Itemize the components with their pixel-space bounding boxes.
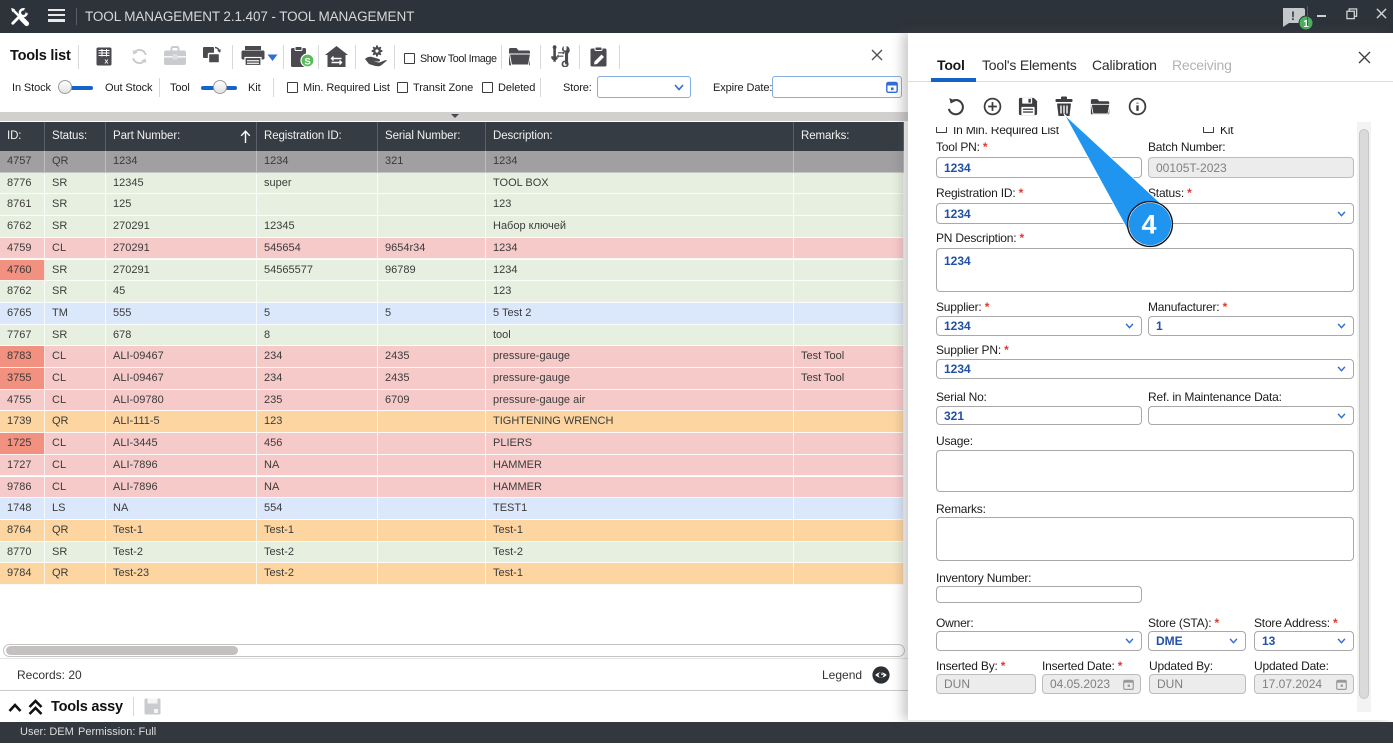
svg-text:!: ! — [1291, 9, 1295, 23]
svg-text:4: 4 — [1141, 210, 1156, 240]
svg-text:1: 1 — [1303, 19, 1309, 30]
svg-text:x: x — [105, 59, 109, 66]
svg-text:S: S — [304, 57, 310, 68]
